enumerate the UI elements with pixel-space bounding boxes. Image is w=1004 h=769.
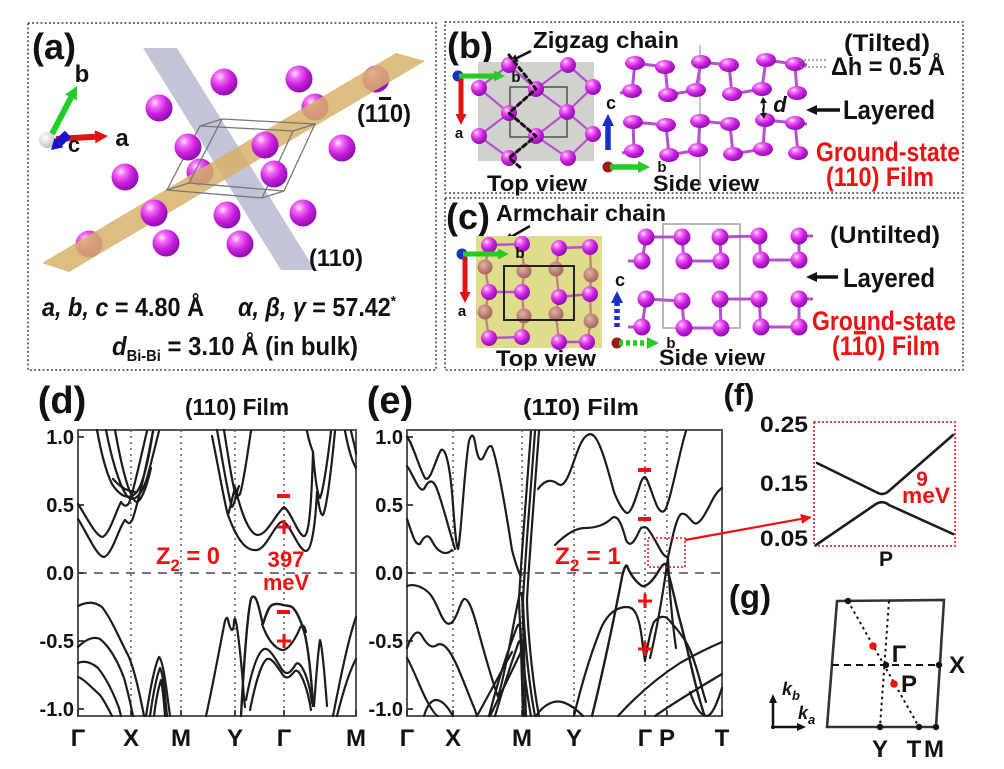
svg-text:T: T (907, 736, 922, 763)
svg-text:Z2 = 0: Z2 = 0 (156, 543, 220, 575)
svg-text:M: M (171, 725, 191, 752)
svg-text:b: b (657, 159, 666, 176)
svg-text:0.25: 0.25 (760, 412, 808, 437)
svg-text:Γ: Γ (892, 641, 907, 668)
svg-text:b: b (75, 61, 90, 88)
svg-text:+: + (637, 633, 653, 664)
svg-text:meV: meV (263, 570, 309, 595)
svg-text:(a): (a) (32, 26, 76, 67)
svg-text:P: P (879, 548, 893, 571)
svg-text:1.0: 1.0 (46, 427, 74, 449)
svg-text:Ground-state: Ground-state (816, 137, 960, 167)
svg-text:α, β, γ = 57.42*: α, β, γ = 57.42* (238, 292, 396, 322)
svg-text:b: b (666, 335, 675, 352)
svg-text:0.0: 0.0 (46, 563, 74, 585)
svg-text:0.15: 0.15 (760, 471, 808, 496)
svg-text:Layered: Layered (843, 263, 935, 293)
svg-text:(b): (b) (447, 25, 493, 66)
svg-text:Γ: Γ (277, 725, 292, 752)
svg-text:(110): (110) (357, 100, 411, 128)
svg-text:P: P (901, 671, 917, 698)
svg-text:b: b (515, 245, 524, 262)
svg-text:+: + (637, 585, 653, 616)
svg-text:Top view: Top view (487, 171, 588, 196)
svg-text:(Untilted): (Untilted) (830, 222, 940, 249)
svg-text:Layered: Layered (843, 95, 935, 125)
svg-text:Y: Y (872, 736, 888, 763)
svg-text:d: d (773, 92, 787, 117)
svg-text:(110) Film: (110) Film (185, 394, 289, 420)
svg-text:(Tilted): (Tilted) (844, 30, 930, 57)
svg-text:(f): (f) (724, 377, 755, 412)
svg-text:Γ: Γ (71, 725, 86, 752)
svg-text:(g): (g) (729, 578, 771, 615)
svg-text:(110): (110) (309, 245, 363, 272)
svg-text:-1.0: -1.0 (369, 699, 403, 721)
svg-text:Ground-state: Ground-state (812, 306, 956, 336)
svg-text:(e): (e) (367, 380, 413, 422)
svg-text:+: + (276, 625, 292, 656)
svg-text:a: a (115, 125, 129, 152)
svg-text:c: c (615, 270, 625, 290)
svg-text:(c): (c) (446, 196, 490, 237)
svg-text:c: c (606, 93, 616, 113)
svg-text:a: a (455, 125, 464, 142)
svg-text:9: 9 (916, 468, 928, 491)
svg-text:a, b, c = 4.80 Å: a, b, c = 4.80 Å (42, 292, 204, 322)
svg-text:Γ: Γ (400, 725, 415, 752)
svg-text:Side view: Side view (659, 345, 766, 370)
svg-text:0.05: 0.05 (760, 526, 808, 551)
svg-text:Y: Y (227, 725, 243, 752)
svg-text:Y: Y (566, 725, 582, 752)
svg-text:a: a (458, 303, 467, 320)
svg-text:meV: meV (902, 483, 950, 508)
svg-text:1.0: 1.0 (375, 427, 403, 449)
svg-text:P: P (659, 725, 675, 752)
svg-text:0.0: 0.0 (375, 563, 403, 585)
svg-text:M: M (512, 725, 532, 752)
svg-text:dBi-Bi = 3.10 Å (in bulk): dBi-Bi = 3.10 Å (in bulk) (112, 331, 358, 365)
svg-text:Side view: Side view (653, 171, 760, 196)
svg-text:X: X (123, 725, 139, 752)
svg-text:Z2 = 1: Z2 = 1 (555, 543, 621, 575)
svg-text:0.5: 0.5 (46, 495, 74, 517)
svg-text:0.5: 0.5 (375, 495, 403, 517)
svg-text:+: + (276, 511, 292, 542)
svg-text:397: 397 (268, 547, 305, 572)
svg-text:M: M (346, 725, 366, 752)
svg-text:-0.5: -0.5 (369, 631, 403, 653)
svg-text:Zigzag chain: Zigzag chain (533, 27, 679, 53)
svg-text:(110) Film: (110) Film (832, 331, 940, 361)
svg-text:Γ: Γ (638, 725, 653, 752)
svg-text:-1.0: -1.0 (40, 699, 74, 721)
svg-text:(d): (d) (38, 380, 87, 422)
svg-text:M: M (924, 736, 944, 763)
svg-text:-0.5: -0.5 (40, 631, 74, 653)
svg-text:X: X (949, 652, 965, 679)
svg-text:Δh = 0.5 Å: Δh = 0.5 Å (831, 52, 945, 81)
svg-text:Top view: Top view (496, 346, 597, 371)
svg-text:(110) Film: (110) Film (826, 162, 934, 192)
svg-text:b: b (511, 69, 520, 86)
svg-text:X: X (445, 725, 461, 752)
svg-text:Armchair chain: Armchair chain (496, 200, 666, 226)
svg-text:T: T (715, 725, 730, 752)
svg-text:c: c (68, 132, 80, 157)
svg-text:(110) Film: (110) Film (523, 394, 639, 420)
